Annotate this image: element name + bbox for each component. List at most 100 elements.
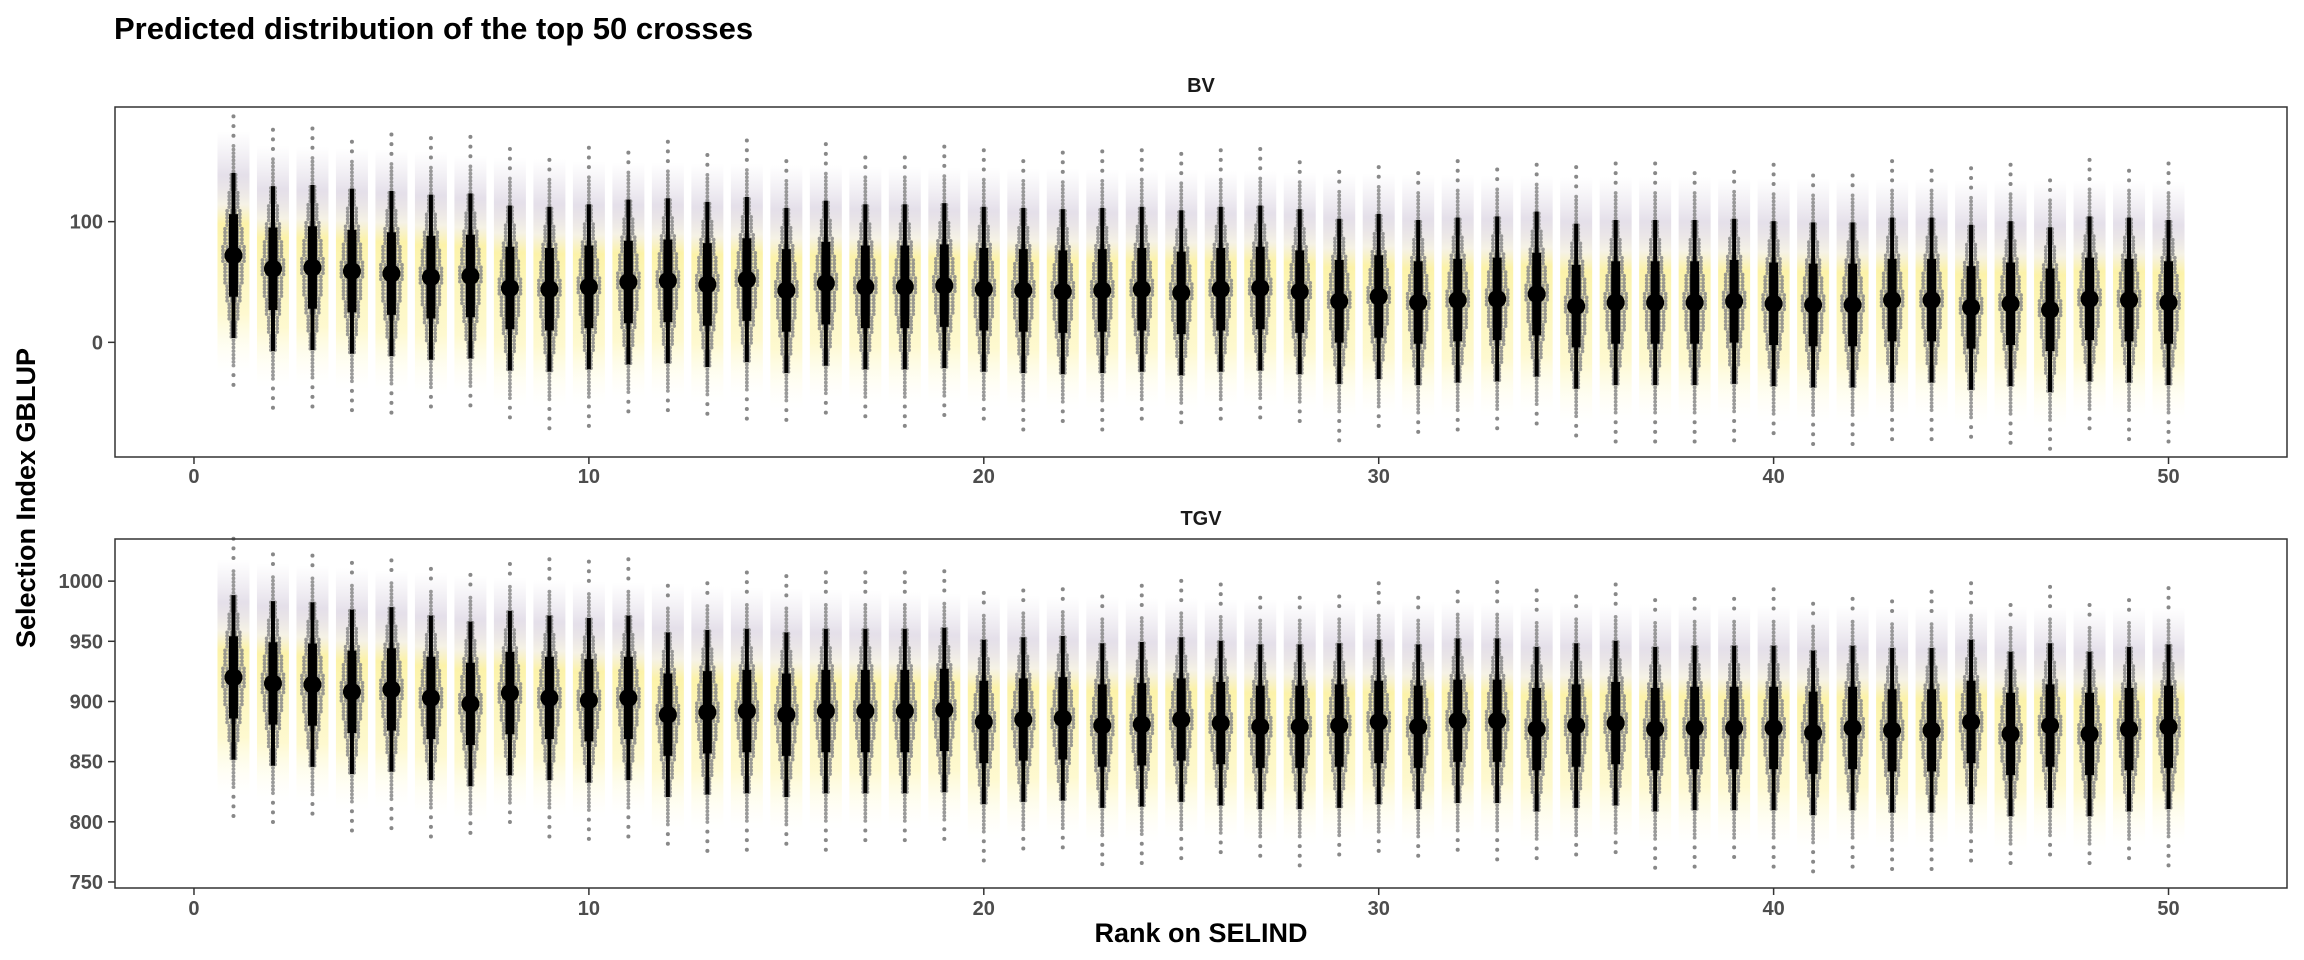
sample-dot — [419, 274, 423, 278]
sample-dot — [311, 365, 315, 369]
sample-dot — [739, 244, 743, 248]
sample-dot — [824, 193, 828, 197]
sample-dot — [982, 376, 986, 380]
sample-dot — [857, 327, 861, 331]
sample-dot — [942, 189, 946, 193]
sample-dot — [543, 235, 547, 239]
outlier-dot — [982, 168, 986, 172]
sample-dot — [435, 238, 439, 242]
sample-dot — [784, 388, 788, 392]
sample-dot — [830, 327, 834, 331]
sample-dot — [267, 211, 271, 215]
sample-dot — [745, 179, 749, 183]
sample-dot — [227, 306, 231, 310]
sample-dot — [932, 286, 936, 290]
sample-dot — [223, 227, 227, 231]
sample-dot — [618, 304, 622, 308]
sample-dot — [591, 337, 595, 341]
sample-dot — [824, 373, 828, 377]
sample-dot — [265, 301, 269, 305]
sample-dot — [587, 370, 591, 374]
sample-dot — [595, 262, 599, 266]
sample-dot — [857, 240, 861, 244]
sample-dot — [263, 290, 267, 294]
sample-dot — [437, 252, 441, 256]
sample-dot — [1071, 281, 1075, 285]
outlier-dot — [824, 152, 828, 156]
sample-dot — [423, 306, 427, 310]
sample-dot — [776, 312, 780, 316]
sample-dot — [263, 240, 267, 244]
sample-dot — [1100, 377, 1104, 381]
sample-dot — [666, 382, 670, 386]
sample-dot — [381, 256, 385, 260]
sample-dot — [789, 237, 793, 241]
median-point — [896, 278, 914, 296]
sample-dot — [1105, 348, 1109, 352]
sample-dot — [1069, 306, 1073, 310]
sample-dot — [1013, 312, 1017, 316]
sample-dot — [1109, 305, 1113, 309]
sample-dot — [947, 232, 951, 236]
sample-dot — [859, 237, 863, 241]
sample-dot — [947, 340, 951, 344]
sample-dot — [618, 293, 622, 297]
sample-dot — [548, 192, 552, 196]
sample-dot — [267, 208, 271, 212]
sample-dot — [784, 377, 788, 381]
sample-dot — [317, 235, 321, 239]
sample-dot — [302, 239, 306, 243]
sample-dot — [398, 292, 402, 296]
sample-dot — [502, 324, 506, 328]
sample-dot — [789, 348, 793, 352]
sample-dot — [479, 273, 483, 277]
sample-dot — [938, 232, 942, 236]
sample-dot — [699, 249, 703, 253]
sample-dot — [780, 348, 784, 352]
sample-dot — [1169, 289, 1173, 293]
sample-dot — [701, 339, 705, 343]
sample-dot — [947, 225, 951, 229]
sample-dot — [857, 244, 861, 248]
sample-dot — [516, 310, 520, 314]
sample-dot — [356, 228, 360, 232]
sample-dot — [753, 291, 757, 295]
sample-dot — [784, 193, 788, 197]
sample-dot — [1175, 235, 1179, 239]
sample-dot — [745, 183, 749, 187]
sample-dot — [755, 269, 759, 273]
sample-dot — [986, 228, 990, 232]
sample-dot — [776, 301, 780, 305]
sample-dot — [1171, 300, 1175, 304]
outlier-dot — [745, 407, 749, 411]
sample-dot — [986, 225, 990, 229]
sample-dot — [938, 235, 942, 239]
sample-dot — [473, 323, 477, 327]
sample-dot — [340, 271, 344, 275]
sample-dot — [1184, 343, 1188, 347]
sample-dot — [793, 276, 797, 280]
sample-dot — [223, 281, 227, 285]
sample-dot — [633, 315, 637, 319]
sample-dot — [556, 304, 560, 308]
sample-dot — [1186, 250, 1190, 254]
sample-dot — [1140, 387, 1144, 391]
sample-dot — [795, 283, 799, 287]
sample-dot — [1171, 268, 1175, 272]
sample-dot — [460, 251, 464, 255]
sample-dot — [974, 264, 978, 268]
sample-dot — [824, 175, 828, 179]
sample-dot — [674, 288, 678, 292]
sample-dot — [232, 356, 236, 360]
sample-dot — [818, 312, 822, 316]
sample-dot — [1100, 204, 1104, 208]
sample-dot — [543, 336, 547, 340]
sample-dot — [791, 319, 795, 323]
sample-dot — [275, 215, 279, 219]
sample-dot — [548, 196, 552, 200]
sample-dot — [279, 276, 283, 280]
sample-dot — [583, 226, 587, 230]
sample-dot — [346, 210, 350, 214]
sample-dot — [508, 202, 512, 206]
sample-dot — [581, 327, 585, 331]
